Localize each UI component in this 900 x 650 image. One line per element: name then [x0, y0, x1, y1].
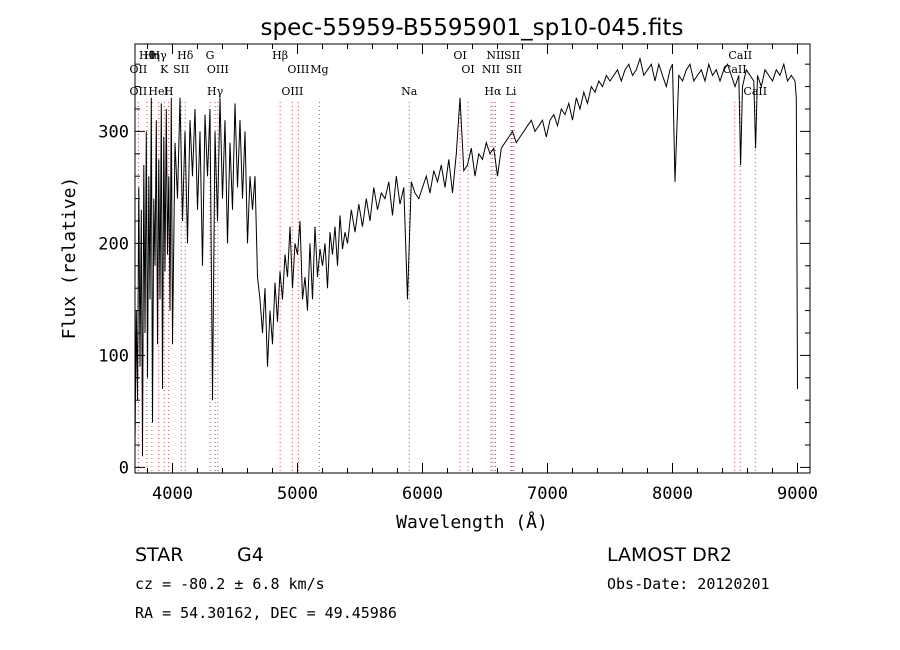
line-label: Hγ: [207, 85, 224, 98]
object-class: STAR: [135, 544, 183, 566]
line-label: NII: [482, 63, 500, 76]
line-label: OIII: [207, 63, 229, 76]
y-axis: 0 100 200 300: [98, 63, 810, 478]
coordinates: RA = 54.30162, DEC = 49.45986: [135, 604, 397, 622]
line-label: Hη: [144, 49, 160, 62]
line-label: Hα: [484, 85, 502, 98]
x-tick-label: 9000: [777, 484, 818, 504]
line-label: NII: [486, 49, 504, 62]
line-label: OII: [130, 63, 148, 76]
line-label: SII: [173, 63, 189, 76]
line-label: K: [160, 63, 169, 76]
line-label: H: [164, 85, 174, 98]
line-label: OII: [130, 85, 148, 98]
y-tick-label: 0: [119, 458, 129, 478]
line-label: OI: [461, 63, 474, 76]
line-label: Li: [506, 85, 517, 98]
y-tick-label: 100: [98, 346, 129, 366]
line-label: SII: [504, 49, 520, 62]
line-label: OIII: [287, 63, 309, 76]
x-tick-label: 7000: [527, 484, 568, 504]
x-axis-label: Wavelength (Å): [396, 511, 548, 533]
line-label: OI: [453, 49, 466, 62]
y-tick-label: 300: [98, 122, 129, 142]
line-label: CaII: [743, 85, 767, 98]
line-labels: HθOIIOIIHηKHeIHγSIIHHδOIIIHγGOIIIOIIIHβM…: [130, 49, 768, 98]
x-tick-label: 6000: [402, 484, 443, 504]
y-axis-label: Flux (relative): [59, 177, 80, 340]
series-line: [134, 56, 798, 457]
chart-title: spec-55959-B5595901_sp10-045.fits: [261, 15, 684, 41]
line-label: SII: [506, 63, 522, 76]
object-subclass: G4: [237, 544, 264, 566]
line-label: Hγ: [151, 49, 168, 62]
line-label: Hβ: [272, 49, 288, 62]
line-label: CaII: [728, 49, 752, 62]
line-label: Hδ: [177, 49, 194, 62]
line-label: Mg: [310, 63, 328, 76]
line-label: G: [206, 49, 215, 62]
y-tick-label: 200: [98, 234, 129, 254]
x-tick-label: 5000: [277, 484, 318, 504]
flux-series: [134, 56, 798, 457]
x-tick-label: 4000: [152, 484, 193, 504]
line-label: OIII: [281, 85, 303, 98]
line-label: Hθ: [139, 49, 156, 62]
line-label: Na: [401, 85, 418, 98]
line-label: HeI: [148, 85, 168, 98]
line-label: CaII: [723, 63, 747, 76]
obs-date: Obs-Date: 20120201: [607, 575, 770, 593]
x-tick-label: 8000: [652, 484, 693, 504]
x-axis: 4000 5000 6000 7000 8000 9000: [147, 44, 818, 504]
redshift-info: cz = -80.2 ± 6.8 km/s: [135, 575, 325, 593]
survey-name: LAMOST DR2: [607, 544, 732, 566]
plot-frame: [134, 43, 811, 474]
